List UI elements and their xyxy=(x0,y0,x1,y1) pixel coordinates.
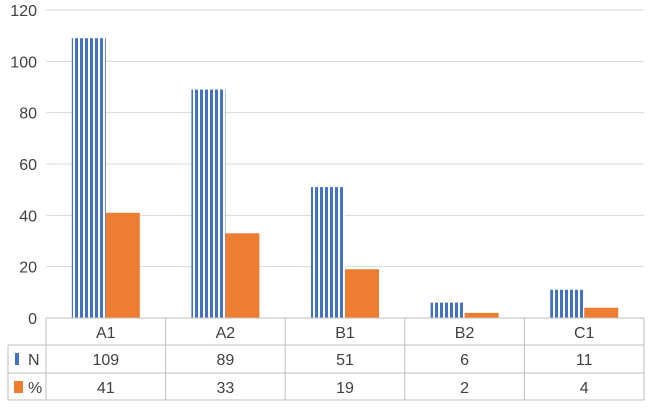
table-value: 109 xyxy=(92,352,119,369)
category-label: B1 xyxy=(335,325,355,342)
table-value: 33 xyxy=(217,380,235,397)
y-axis: 0 20 40 60 80 100 120 xyxy=(10,3,37,328)
bar-pct-a1 xyxy=(105,212,140,318)
y-tick-label: 120 xyxy=(10,3,37,20)
bar-n-a2 xyxy=(191,89,226,318)
bar-n-c1 xyxy=(550,289,585,318)
bar-n-b2 xyxy=(430,302,465,318)
table-value: 19 xyxy=(336,380,354,397)
bar-pct-b1 xyxy=(345,269,379,318)
bars xyxy=(71,38,619,318)
table-value: 11 xyxy=(576,352,593,369)
table-value: 6 xyxy=(460,352,469,369)
y-tick-label: 20 xyxy=(19,260,37,277)
legend-label: N xyxy=(28,352,40,369)
bar-pct-a2 xyxy=(225,233,260,318)
category-label: C1 xyxy=(574,325,595,342)
category-label: A1 xyxy=(96,325,116,342)
y-tick-label: 0 xyxy=(28,311,37,328)
table-value: 89 xyxy=(217,352,235,369)
table-value: 4 xyxy=(580,380,589,397)
bar-n-a1 xyxy=(71,38,106,318)
table-value: 51 xyxy=(336,352,354,369)
bar-pct-c1 xyxy=(584,307,619,318)
y-tick-label: 80 xyxy=(19,106,37,123)
bar-pct-b2 xyxy=(464,312,499,318)
bar-n-b1 xyxy=(311,187,345,318)
legend-label: % xyxy=(28,380,42,397)
category-label: B2 xyxy=(455,325,475,342)
legend-key-n xyxy=(15,353,19,365)
table-value: 2 xyxy=(460,380,469,397)
y-tick-label: 40 xyxy=(19,208,37,225)
y-tick-label: 60 xyxy=(19,157,37,174)
gridlines xyxy=(46,9,644,268)
table-value: 41 xyxy=(97,380,115,397)
category-label: A2 xyxy=(216,325,236,342)
y-tick-label: 100 xyxy=(10,54,37,71)
data-table: A1 A2 B1 B2 C1 N 109 89 51 6 11% 41 33 19 2 4 xyxy=(7,317,645,401)
legend-key-pct xyxy=(14,381,23,393)
